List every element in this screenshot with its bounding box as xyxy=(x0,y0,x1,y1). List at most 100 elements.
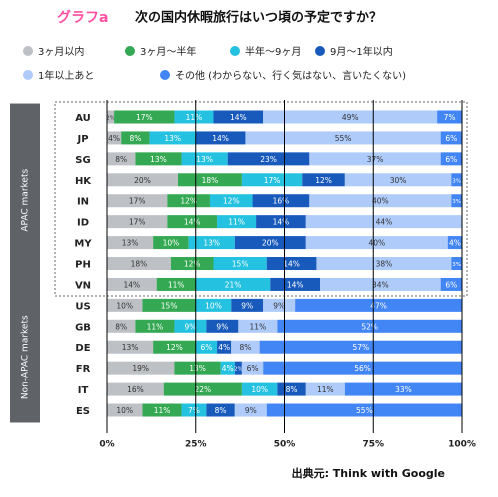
legend-label: 半年～9ヶ月 xyxy=(245,45,301,58)
bar-segment xyxy=(107,277,157,291)
data-label: 12% xyxy=(184,260,201,269)
bar-segment xyxy=(195,131,246,145)
data-label: 21% xyxy=(225,280,242,289)
legend-label: 3ヶ月以内 xyxy=(38,45,84,58)
y-tick-label: GB xyxy=(75,322,91,333)
bar-segment xyxy=(107,361,175,375)
data-label: 49% xyxy=(342,113,359,122)
legend-swatch xyxy=(23,46,33,56)
bar-segment xyxy=(302,173,345,187)
bar-segment xyxy=(266,403,462,417)
legend-label: 1年以上あと xyxy=(38,69,94,82)
bar-segment xyxy=(305,382,345,396)
bar-segment xyxy=(107,257,171,271)
bar-segment xyxy=(206,319,239,333)
data-label: 11% xyxy=(154,406,171,415)
data-label: 12% xyxy=(166,343,183,352)
bar-segment xyxy=(266,257,317,271)
legend-label: 3ヶ月～半年 xyxy=(140,45,196,58)
legend-swatch xyxy=(230,46,240,56)
y-tick-label: FR xyxy=(76,364,91,375)
data-label: 15% xyxy=(161,301,178,310)
data-label: 11% xyxy=(186,113,203,122)
bar-segment xyxy=(263,298,296,312)
legend-label: その他 (わからない、行く気はない、言いたくない) xyxy=(175,69,406,82)
data-label: 14% xyxy=(212,134,229,143)
bar-segment xyxy=(238,319,278,333)
bar-segment xyxy=(167,194,210,208)
bar-segment xyxy=(174,361,221,375)
data-label: 3% xyxy=(452,262,461,268)
group-label: Non-APAC markets xyxy=(21,315,31,399)
data-label: 12% xyxy=(180,197,197,206)
bar-segment xyxy=(170,257,214,271)
bar-segment xyxy=(245,131,441,145)
data-label: 9% xyxy=(245,406,257,415)
data-label: 3% xyxy=(452,199,461,205)
bar-segment xyxy=(241,382,278,396)
data-label: 14% xyxy=(230,113,247,122)
data-label: 10% xyxy=(205,301,222,310)
data-label: 9% xyxy=(216,322,228,331)
data-label: 8% xyxy=(215,406,227,415)
data-label: 13% xyxy=(196,155,213,164)
bar-segment xyxy=(437,110,462,124)
data-label: 38% xyxy=(376,260,393,269)
bar-segment xyxy=(167,215,218,229)
data-label: 17% xyxy=(136,113,153,122)
data-label: 20% xyxy=(134,176,151,185)
data-label: 13% xyxy=(189,364,206,373)
data-label: 2% xyxy=(234,367,243,373)
y-tick-label: IN xyxy=(77,197,89,208)
data-label: 8% xyxy=(115,155,127,164)
bar-segment xyxy=(220,361,235,375)
data-label: 10% xyxy=(116,301,133,310)
data-label: 20% xyxy=(262,239,279,248)
bar-segment xyxy=(309,152,441,166)
bar-segment xyxy=(107,194,168,208)
bar-segment xyxy=(142,298,196,312)
bar-segment xyxy=(263,110,438,124)
data-label: 9% xyxy=(184,322,196,331)
bar-segment xyxy=(213,257,267,271)
bar-segment xyxy=(234,403,267,417)
bar-segment xyxy=(135,152,182,166)
group-panel xyxy=(10,103,40,297)
data-label: 16% xyxy=(127,385,144,394)
x-tick-label: 100% xyxy=(448,440,476,450)
data-label: 34% xyxy=(372,280,389,289)
bar-segment xyxy=(344,382,462,396)
data-label: 22% xyxy=(195,385,212,394)
data-label: 37% xyxy=(367,155,384,164)
bar-segment xyxy=(213,110,264,124)
y-tick-label: ID xyxy=(77,218,89,229)
y-tick-label: PH xyxy=(75,260,91,271)
bar-segment xyxy=(451,194,462,208)
x-tick-label: 25% xyxy=(185,440,207,450)
bar-segment xyxy=(447,236,462,250)
data-label: 11% xyxy=(228,218,245,227)
data-label: 13% xyxy=(122,239,139,248)
data-label: 40% xyxy=(372,197,389,206)
y-tick-label: DE xyxy=(75,343,90,354)
data-label: 47% xyxy=(370,301,387,310)
bar-segment xyxy=(163,382,242,396)
bar-segment xyxy=(153,236,189,250)
bar-segment xyxy=(135,319,175,333)
bar-segment xyxy=(209,194,253,208)
data-label: 18% xyxy=(131,260,148,269)
data-label: 52% xyxy=(361,322,378,331)
bar-segment xyxy=(181,403,207,417)
data-label: 11% xyxy=(250,322,267,331)
bar-segment xyxy=(451,257,462,271)
bar-segment xyxy=(107,382,164,396)
bar-segment xyxy=(114,110,175,124)
data-label: 4% xyxy=(449,239,461,248)
data-label: 6% xyxy=(445,155,457,164)
legend-swatch xyxy=(315,46,325,56)
apac-box xyxy=(54,101,468,297)
data-label: 3% xyxy=(452,178,461,184)
data-label: 11% xyxy=(147,322,164,331)
data-label: 13% xyxy=(122,343,139,352)
